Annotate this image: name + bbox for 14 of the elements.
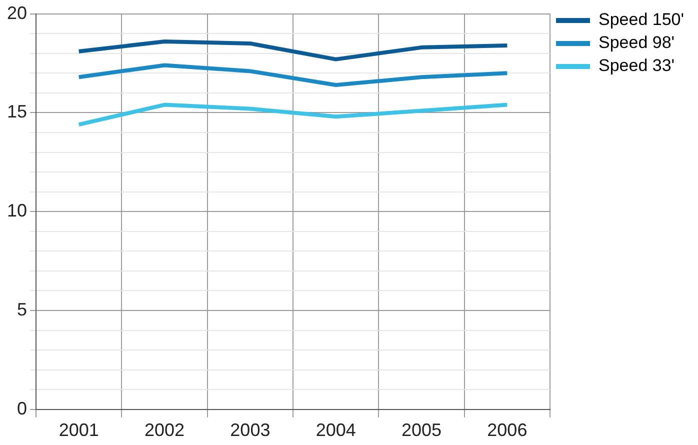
- x-tick-label: 2001: [58, 420, 99, 440]
- x-tick-label: 2002: [144, 420, 185, 440]
- y-tick-label: 15: [6, 102, 28, 122]
- y-tick-label: 5: [17, 299, 28, 320]
- legend-label: Speed 33': [598, 56, 675, 76]
- y-tick-label: 0: [17, 398, 28, 418]
- x-tick-label: 2003: [230, 420, 270, 440]
- y-tick-label: 10: [6, 200, 28, 221]
- x-tick-label: 2004: [316, 420, 356, 440]
- y-tick-label: 20: [6, 2, 28, 23]
- x-tick-label: 2005: [401, 420, 442, 440]
- legend-label: Speed 150': [598, 10, 684, 30]
- x-tick-label: 2006: [487, 420, 528, 440]
- legend-label: Speed 98': [598, 33, 675, 52]
